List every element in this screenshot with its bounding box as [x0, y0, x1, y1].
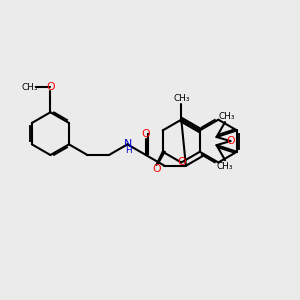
Text: O: O	[227, 136, 236, 146]
Text: CH₃: CH₃	[173, 94, 190, 103]
Text: CH₃: CH₃	[217, 162, 233, 171]
Text: O: O	[177, 158, 186, 167]
Text: O: O	[142, 129, 150, 139]
Text: N: N	[124, 140, 132, 149]
Text: CH₃: CH₃	[218, 112, 235, 121]
Text: CH₃: CH₃	[21, 83, 38, 92]
Text: H: H	[125, 146, 131, 155]
Text: O: O	[46, 82, 55, 92]
Text: O: O	[152, 164, 161, 174]
